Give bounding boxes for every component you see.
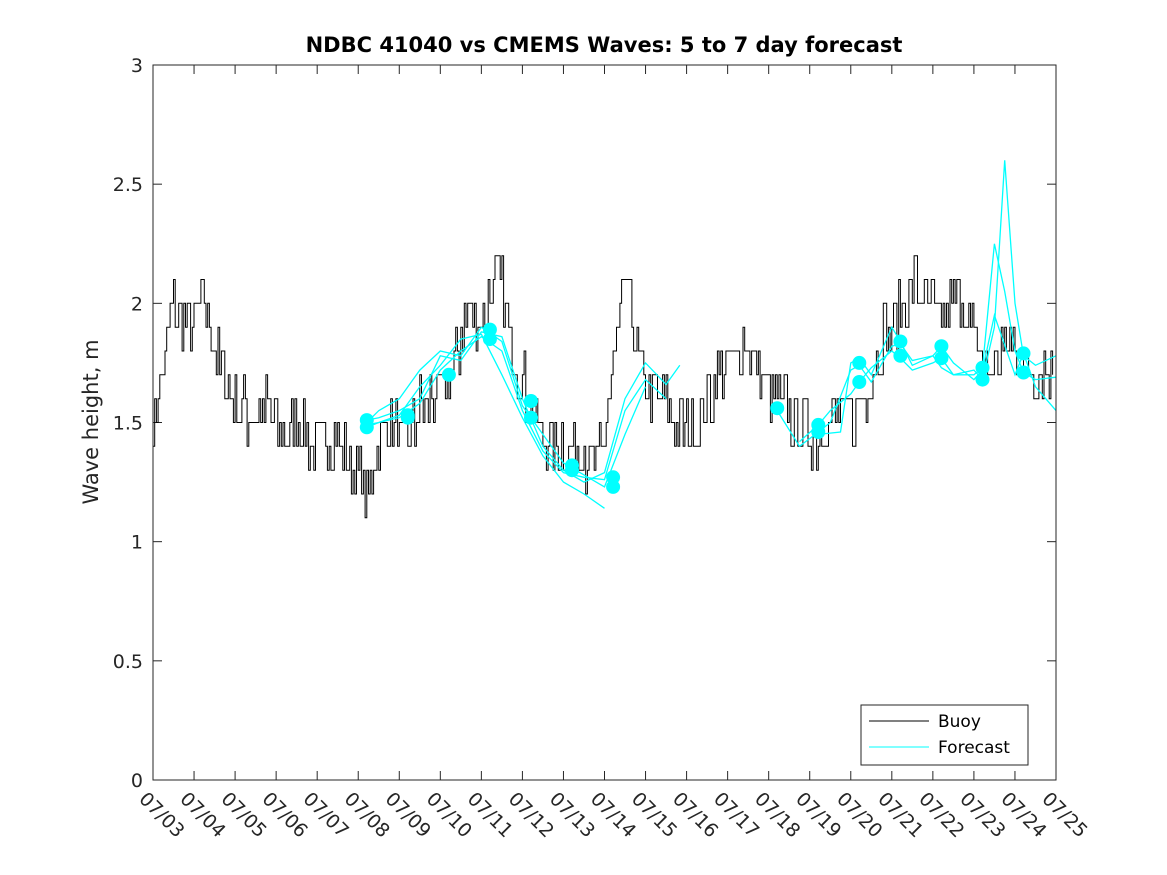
forecast-run-line [366, 326, 647, 488]
forecast-marker [770, 401, 785, 416]
forecast-marker [400, 410, 415, 425]
buoy-line [153, 255, 1054, 519]
forecast-marker [606, 470, 621, 485]
forecast-marker [524, 394, 538, 408]
series-buoy [153, 255, 1054, 519]
legend: Buoy Forecast [860, 704, 1029, 766]
legend-label-buoy: Buoy [938, 712, 981, 732]
legend-label-forecast: Forecast [938, 738, 1010, 758]
forecast-run-line [366, 331, 681, 483]
forecast-marker [565, 463, 579, 478]
y-tick-label: 1 [131, 532, 143, 554]
forecast-marker [441, 367, 456, 382]
legend-box [860, 704, 1029, 766]
y-tick-label: 2 [131, 293, 143, 315]
y-axis-label: Wave height, m [79, 339, 103, 504]
y-tick-label: 2.5 [113, 174, 143, 196]
plot-frame [152, 64, 1057, 781]
forecast-marker [359, 420, 374, 435]
y-tick-label: 3 [131, 55, 143, 77]
forecast-marker [811, 425, 826, 439]
forecast-marker [934, 339, 949, 354]
forecast-marker [975, 372, 990, 387]
forecast-marker [606, 479, 621, 494]
forecast-marker [852, 355, 867, 370]
forecast-marker [975, 360, 990, 375]
y-tick-label: 1.5 [113, 413, 143, 435]
y-tick-label: 0 [131, 770, 143, 792]
forecast-marker [1016, 346, 1031, 361]
forecast-marker [934, 351, 949, 366]
forecast-marker [524, 410, 538, 425]
y-tick-label: 0.5 [113, 651, 143, 673]
forecast-marker [893, 334, 908, 349]
chart-title: NDBC 41040 vs CMEMS Waves: 5 to 7 day fo… [306, 33, 903, 57]
forecast-marker [852, 375, 867, 389]
forecast-marker [893, 348, 908, 363]
forecast-marker [482, 332, 497, 347]
forecast-marker [1016, 365, 1031, 380]
forecast-run-line [366, 333, 605, 509]
plot-area [153, 65, 1056, 780]
series-forecast [359, 160, 1057, 509]
